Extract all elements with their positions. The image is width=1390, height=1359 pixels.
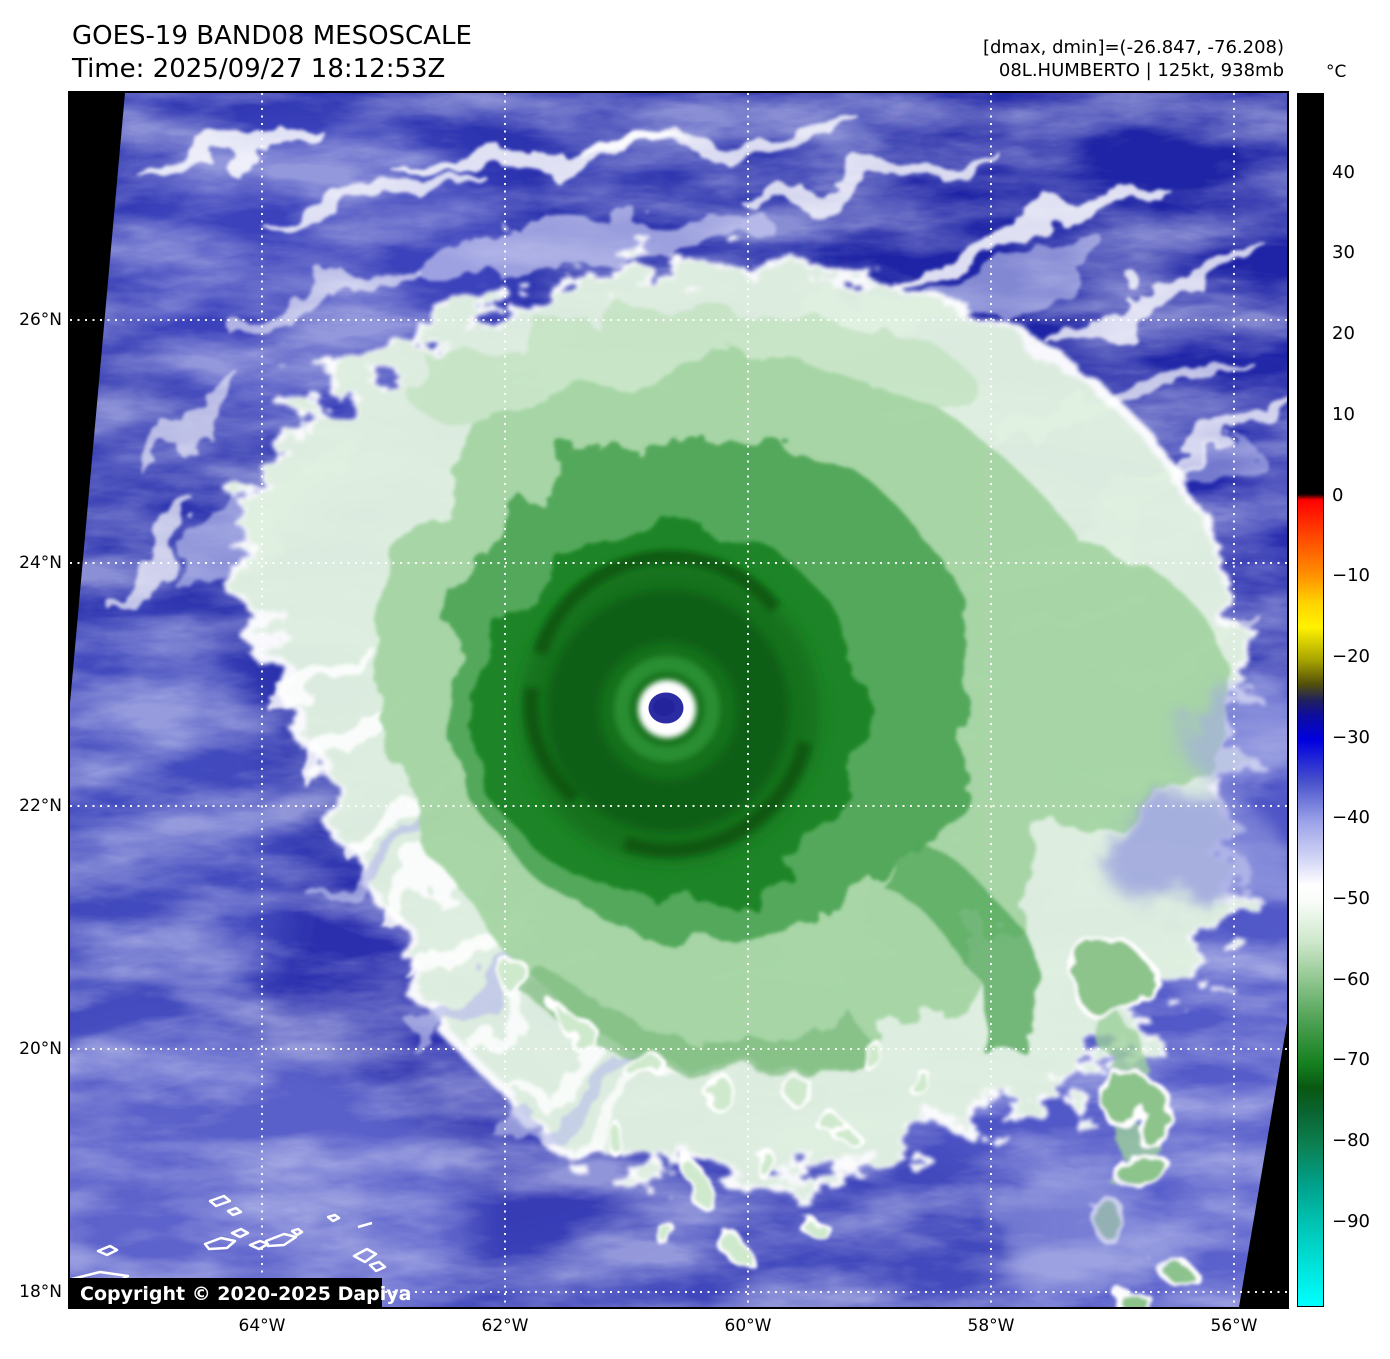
header-block: GOES-19 BAND08 MESOSCALE Time: 2025/09/2… [72,20,472,86]
colorbar-tick: −90 [1332,1211,1370,1232]
colorbar-unit-label: °C [1326,62,1347,82]
lon-tick-label: 60°W [724,1316,772,1336]
copyright-bar: Copyright © 2020-2025 Dapiya [70,1278,411,1307]
scan-edge-mask [70,93,1287,1307]
colorbar-tick: 20 [1332,323,1355,344]
lon-tick-label: 62°W [481,1316,529,1336]
page-title: GOES-19 BAND08 MESOSCALE [72,21,472,51]
colorbar-tick: −10 [1332,565,1370,586]
hurricane-core [478,521,862,905]
colorbar-tick: 0 [1332,485,1344,506]
colorbar-tick: 10 [1332,404,1355,425]
dmax-dmin-annotation: [dmax, dmin]=(-26.847, -76.208) [982,37,1284,58]
hurricane-eye [638,680,696,738]
colorbar-tick: −30 [1332,727,1370,748]
lat-tick-label: 26°N [19,310,62,330]
lon-tick-label: 64°W [238,1316,286,1336]
lat-tick-label: 24°N [19,553,62,573]
storm-info-annotation: 08L.HUMBERTO | 125kt, 938mb [998,60,1284,81]
lat-tick-label: 18°N [19,1282,62,1302]
colorbar-tick: −20 [1332,646,1370,667]
colorbar-tick: −50 [1332,888,1370,909]
timestamp: Time: 2025/09/27 18:12:53Z [72,54,446,84]
colorbar-tick: −70 [1332,1049,1370,1070]
lat-tick-label: 22°N [19,796,62,816]
lat-tick-label: 20°N [19,1039,62,1059]
copyright-text: Copyright © 2020-2025 Dapiya [80,1283,411,1305]
colorbar-tick: 40 [1332,162,1355,183]
annotation-block: [dmax, dmin]=(-26.847, -76.208) 08L.HUMB… [983,36,1284,82]
latlon-gridlines [70,93,1287,1307]
colorbar-tick: −60 [1332,969,1370,990]
satellite-map-canvas: Copyright © 2020-2025 Dapiya [68,91,1289,1309]
lon-tick-label: 56°W [1210,1316,1258,1336]
colorbar-tick: −40 [1332,807,1370,828]
lon-tick-label: 58°W [967,1316,1015,1336]
convective-trail-southeast [1000,683,1287,1307]
colorbar-tick: 30 [1332,242,1355,263]
colorbar-tick: −80 [1332,1130,1370,1151]
temperature-colorbar [1297,93,1324,1307]
coastlines [70,1194,387,1289]
